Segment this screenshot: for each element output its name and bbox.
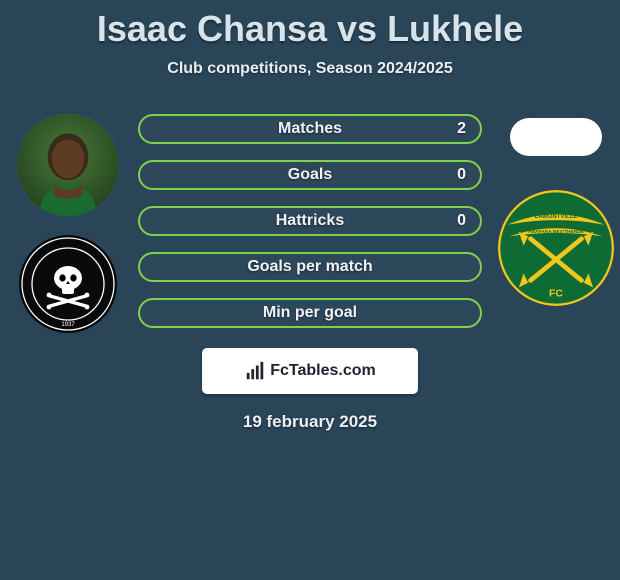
- bar-chart-icon: [244, 360, 266, 382]
- brand-label: FcTables.com: [270, 362, 376, 380]
- stat-label: Matches: [278, 120, 342, 138]
- stat-label: Hattricks: [276, 212, 344, 230]
- player-photo-placeholder-icon: [17, 114, 119, 216]
- main-content: 1937 LAMONTVILLE ABAFANA BES'THENDE: [0, 96, 620, 432]
- stats-bars: Matches 2 Goals 0 Hattricks 0 Goals per …: [138, 96, 482, 328]
- svg-text:ABAFANA BES'THENDE: ABAFANA BES'THENDE: [528, 229, 585, 235]
- stat-row-hattricks: Hattricks 0: [138, 206, 482, 236]
- stat-label: Goals: [288, 166, 332, 184]
- stat-label: Goals per match: [247, 258, 372, 276]
- stat-label: Min per goal: [263, 304, 357, 322]
- page-title: Isaac Chansa vs Lukhele: [0, 0, 620, 50]
- crest-year: 1937: [61, 322, 75, 328]
- stat-row-goals-per-match: Goals per match: [138, 252, 482, 282]
- stat-value-right: 0: [457, 212, 466, 230]
- right-player-column: LAMONTVILLE ABAFANA BES'THENDE FC: [496, 96, 616, 306]
- brand-card: FcTables.com: [202, 348, 418, 394]
- left-club-crest: 1937: [18, 234, 118, 334]
- page-date: 19 february 2025: [0, 412, 620, 432]
- stat-row-goals: Goals 0: [138, 160, 482, 190]
- orlando-pirates-crest-icon: 1937: [18, 234, 118, 334]
- stat-value-right: 2: [457, 120, 466, 138]
- right-club-crest: LAMONTVILLE ABAFANA BES'THENDE FC: [498, 190, 614, 306]
- page-subtitle: Club competitions, Season 2024/2025: [0, 60, 620, 78]
- left-player-avatar: [17, 114, 119, 216]
- stat-row-matches: Matches 2: [138, 114, 482, 144]
- right-player-avatar-blank: [510, 118, 602, 156]
- left-player-column: 1937: [8, 96, 128, 334]
- svg-text:FC: FC: [549, 289, 563, 300]
- stat-row-min-per-goal: Min per goal: [138, 298, 482, 328]
- stat-value-right: 0: [457, 166, 466, 184]
- svg-text:LAMONTVILLE: LAMONTVILLE: [535, 214, 578, 220]
- golden-arrows-crest-icon: LAMONTVILLE ABAFANA BES'THENDE FC: [498, 190, 614, 306]
